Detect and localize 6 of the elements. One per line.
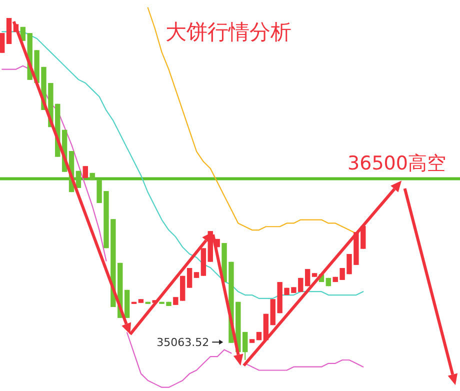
candlestick [186, 268, 192, 288]
annotation: 35063.52 [156, 336, 210, 350]
chart-title: 大饼行情分析 [166, 20, 292, 44]
candlestick [76, 170, 82, 188]
ref-line-label: 36500高空 [348, 152, 446, 175]
candlestick [0, 32, 5, 54]
